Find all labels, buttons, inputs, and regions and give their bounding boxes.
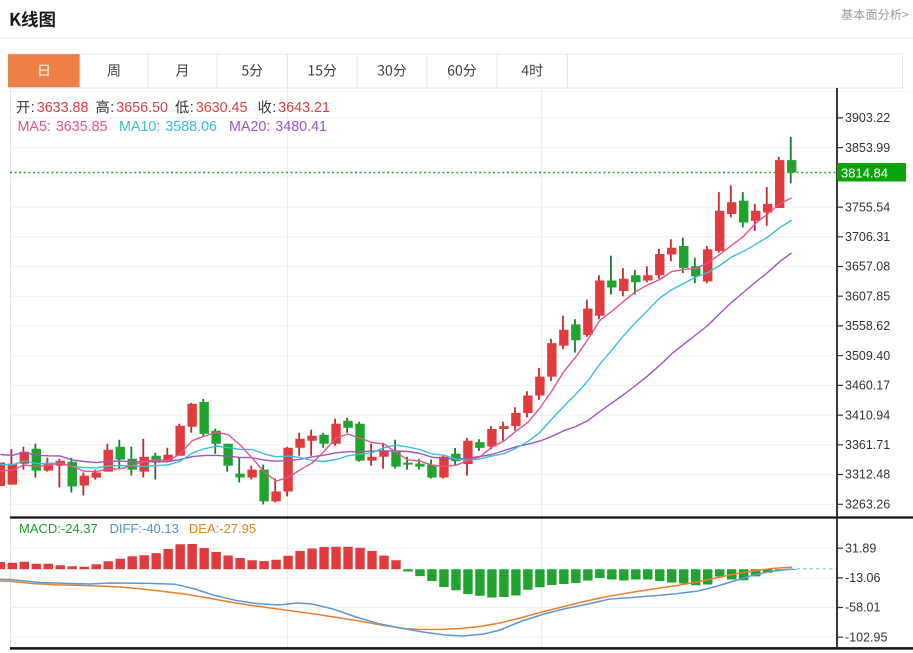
- svg-text:3657.08: 3657.08: [845, 260, 890, 274]
- svg-text:3460.17: 3460.17: [845, 379, 890, 393]
- svg-text:3814.84: 3814.84: [841, 166, 888, 181]
- svg-text:-102.95: -102.95: [845, 630, 887, 644]
- svg-text:-58.01: -58.01: [845, 601, 880, 615]
- svg-text:DIFF:-40.13: DIFF:-40.13: [110, 521, 179, 536]
- svg-text:MA20: 3480.41: MA20: 3480.41: [229, 119, 327, 135]
- svg-text:3410.94: 3410.94: [845, 408, 890, 422]
- svg-text:3509.40: 3509.40: [845, 349, 890, 363]
- svg-text:3853.99: 3853.99: [845, 141, 890, 155]
- svg-text::3630.45: :3630.45: [190, 100, 248, 116]
- svg-text:3558.62: 3558.62: [845, 319, 890, 333]
- svg-text:3706.31: 3706.31: [845, 230, 890, 244]
- svg-text:3361.71: 3361.71: [845, 438, 890, 452]
- svg-text:MA10: 3588.06: MA10: 3588.06: [119, 119, 217, 135]
- svg-text:3903.22: 3903.22: [845, 111, 890, 125]
- svg-text:3607.85: 3607.85: [845, 289, 890, 303]
- svg-text:3312.48: 3312.48: [845, 468, 890, 482]
- svg-text::3656.50: :3656.50: [110, 100, 168, 116]
- svg-text:31.89: 31.89: [845, 541, 876, 555]
- svg-text:MA5: 3635.85: MA5: 3635.85: [18, 119, 108, 135]
- svg-text:-13.06: -13.06: [845, 571, 880, 585]
- svg-text:3263.26: 3263.26: [845, 498, 890, 512]
- svg-text:DEA:-27.95: DEA:-27.95: [189, 521, 256, 536]
- svg-text:MACD:-24.37: MACD:-24.37: [19, 521, 98, 536]
- svg-text::3633.88: :3633.88: [31, 100, 89, 116]
- svg-text:3755.54: 3755.54: [845, 200, 890, 214]
- svg-text::3643.21: :3643.21: [272, 100, 330, 116]
